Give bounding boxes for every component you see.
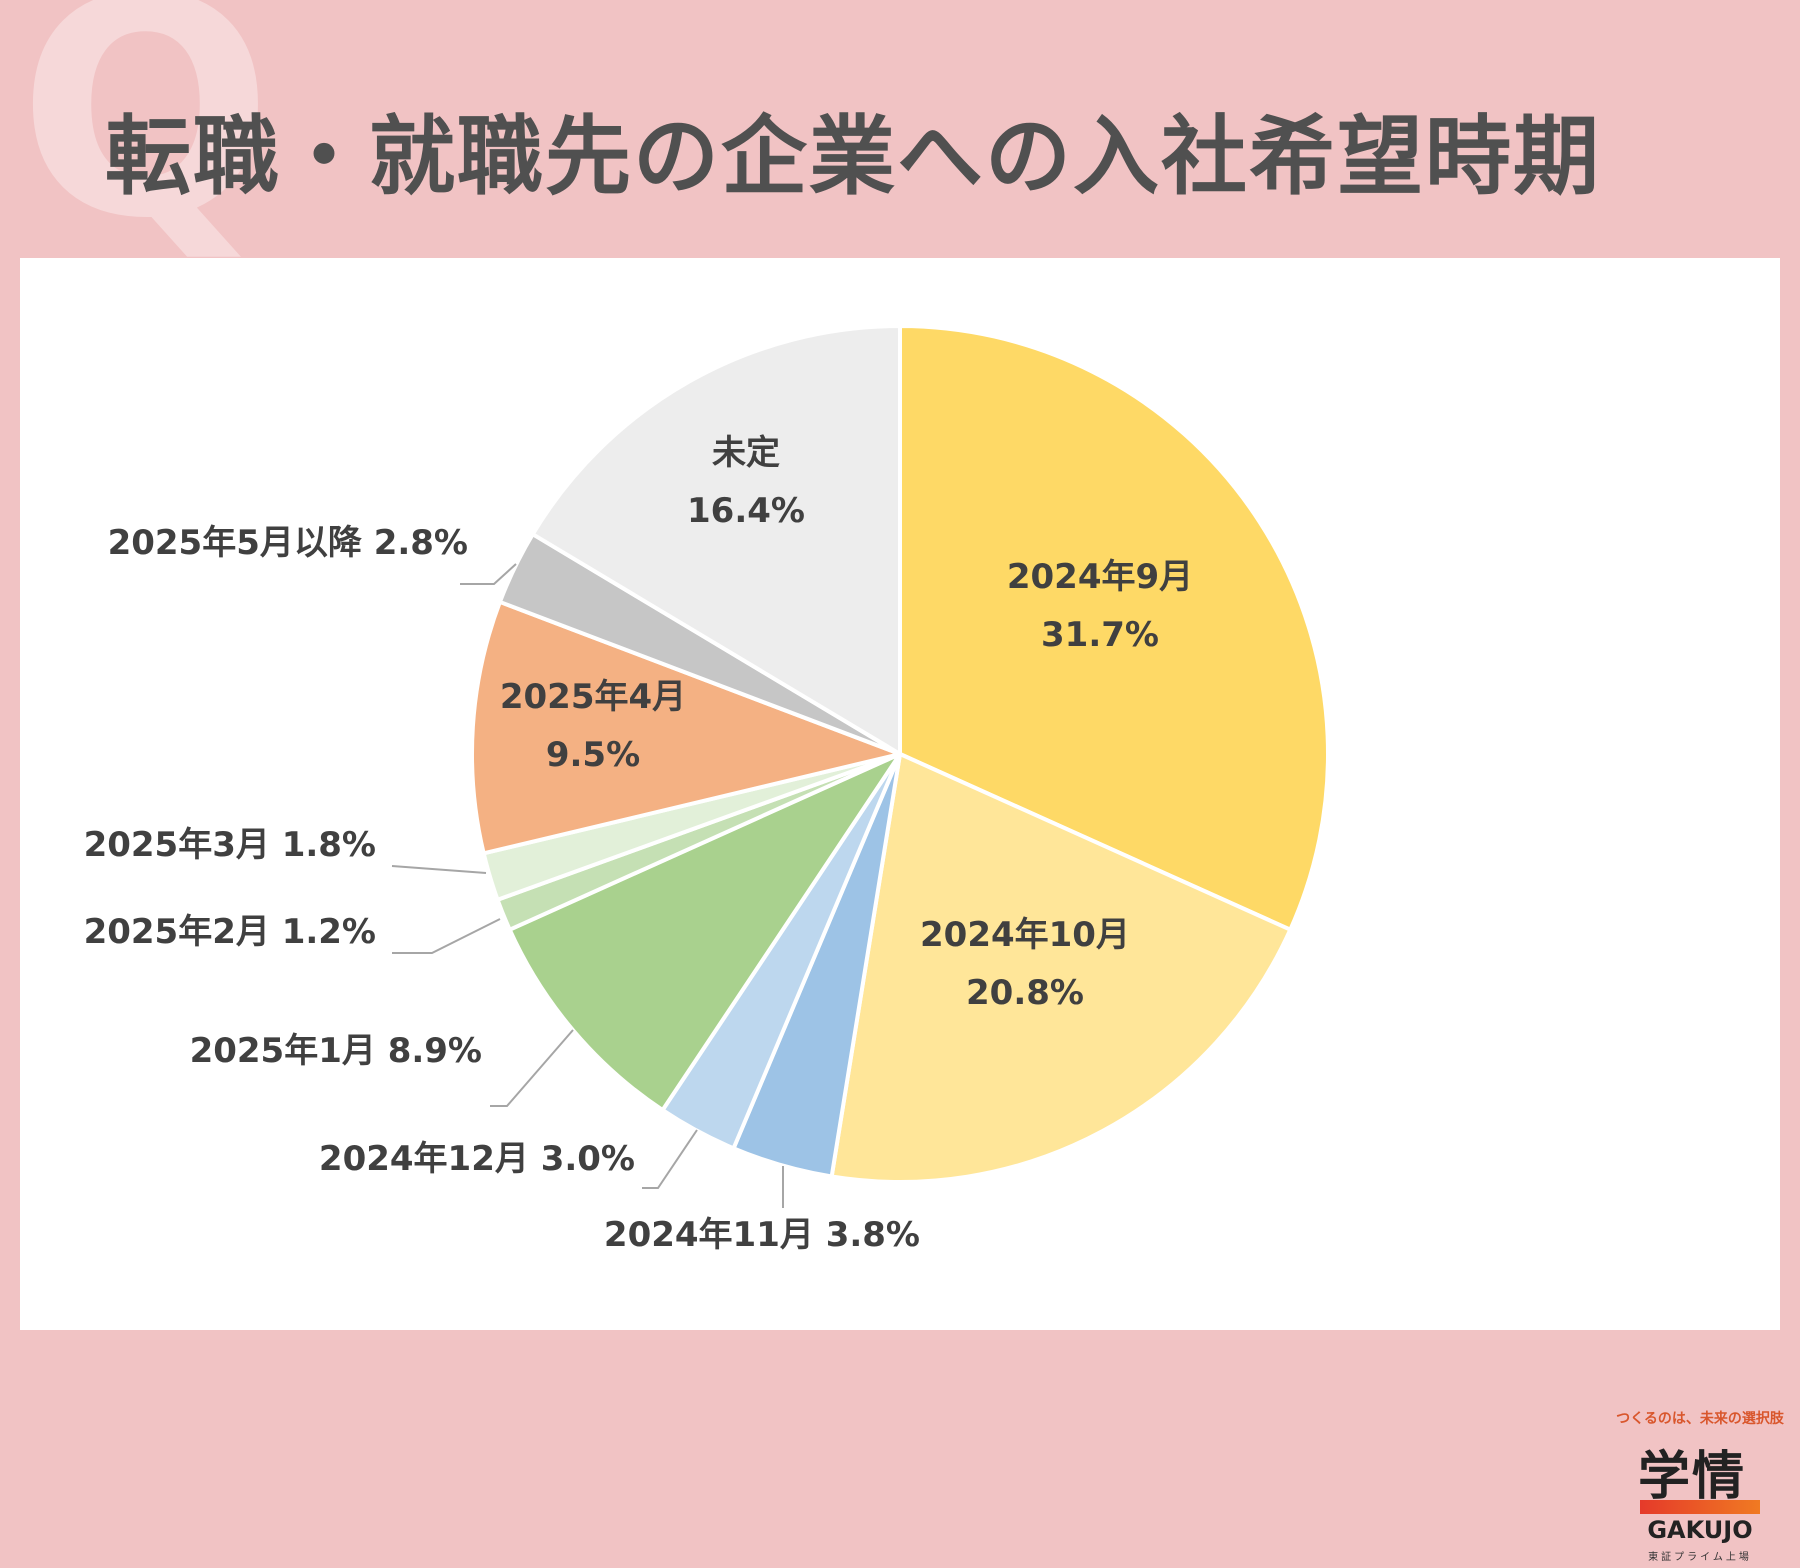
leader-line [642,1129,698,1189]
pie-slice [470,599,902,856]
pie-slice [829,752,1293,1185]
gakujo-logo: つくるのは、未来の選択肢 学情 GAKUJO 東証プライム上場 [1610,1408,1790,1568]
logo-tagline: つくるのは、未来の選択肢 [1616,1411,1784,1427]
chart-panel: 2024年9月 31.7% 2024年10月 20.8% 2024年11月 3.8% 20… [20,258,1784,1563]
slice-value-label: 20.8% [966,973,1084,1013]
leader-line [490,1029,574,1107]
slice-label: 2024年9月 [1007,557,1193,597]
logo-roman: GAKUJO [1647,1516,1753,1544]
pie-slice [898,324,1330,932]
slice-label: 2025年1月 8.9% [190,1031,482,1071]
slice-label: 2025年2月 1.2% [84,912,376,952]
logo-name: 学情 [1638,1447,1747,1507]
leader-line [460,563,517,585]
logo-sub: 東証プライム上場 [1648,1552,1752,1563]
slice-label: 2025年3月 1.8% [84,825,376,865]
slice-label: 2024年11月 3.8% [604,1215,920,1255]
slice-value-label: 9.5% [546,735,640,775]
slice-label: 2025年5月以降 2.8% [108,523,468,563]
slice-value-label: 31.7% [1041,615,1159,655]
leader-line [392,918,501,954]
slice-label: 未定 [712,433,780,473]
slice-label: 2024年12月 3.0% [319,1139,635,1179]
pie-slice [530,324,902,756]
slice-label: 2025年4月 [500,677,686,717]
q-watermark: Q [18,0,274,284]
pie-chart: 2024年9月 31.7% 2024年10月 20.8% 2024年11月 3.8% 20… [84,324,1330,1255]
logo-bar [1640,1500,1760,1514]
slice-value-label: 16.4% [687,491,805,531]
leader-line [391,865,487,874]
slice-label: 2024年10月 [920,915,1130,955]
page-title: 転職・就職先の企業への入社希望時期 [105,107,1601,207]
